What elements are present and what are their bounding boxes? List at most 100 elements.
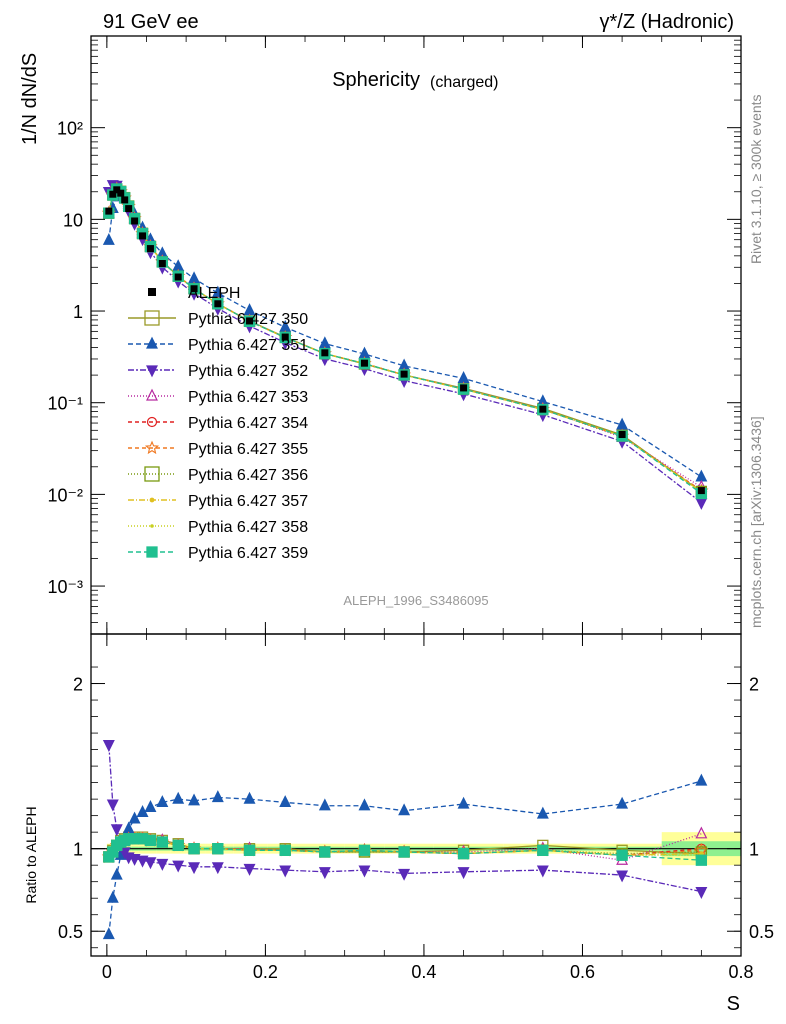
ratio-point: [537, 844, 549, 856]
ratio-point: [358, 844, 371, 856]
legend-marker: [146, 416, 158, 428]
ratio-tick-label-left: 0.5: [58, 922, 83, 942]
ratio-tick-label-right: 1: [749, 840, 759, 860]
ratio-line: [108, 780, 702, 935]
series-point: [102, 232, 115, 245]
x-tick-label: 0: [102, 962, 112, 982]
ratio-point: [457, 847, 470, 860]
ratio-point: [319, 846, 331, 858]
ratio-point: [536, 806, 549, 819]
ratio-point: [318, 798, 331, 811]
legend-label: Pythia 6.427 353: [188, 389, 308, 406]
aleph-point: [105, 207, 113, 215]
ratio-point: [536, 865, 549, 878]
legend-label: Pythia 6.427 355: [188, 441, 308, 458]
aleph-point: [131, 217, 139, 225]
ratio-point: [156, 795, 169, 808]
aleph-point: [117, 189, 125, 197]
ratio-point: [398, 846, 410, 858]
ratio-point: [106, 799, 119, 812]
ratio-frame: [90, 633, 742, 957]
ratio-point: [695, 886, 708, 899]
aleph-point: [190, 285, 198, 293]
ratio-point: [398, 868, 411, 881]
legend-marker: [146, 546, 158, 558]
ratio-point: [616, 870, 629, 883]
ratio-line: [108, 744, 702, 893]
ratio-point: [695, 773, 708, 786]
ratio-point: [128, 853, 141, 866]
ratio-point: [695, 826, 708, 839]
ratio-tick-label-right: 2: [749, 675, 759, 695]
ratio-point: [156, 858, 169, 871]
ratio-point: [243, 844, 256, 856]
y-tick-label: 10⁻³: [47, 577, 83, 597]
ratio-point: [102, 740, 115, 752]
series-point: [695, 469, 708, 482]
aleph-point: [158, 259, 166, 267]
y-axis-label: 1/N dN/dS: [19, 53, 41, 145]
header-left: 91 GeV ee: [103, 11, 199, 33]
ratio-point: [122, 821, 135, 834]
y-tick-label: 1: [73, 302, 83, 322]
ratio-tick-label-left: 2: [73, 675, 83, 695]
ratio-point: [358, 798, 371, 811]
analysis-tag: ALEPH_1996_S3486095: [343, 593, 488, 608]
ratio-series-pythia-6.427-352: [102, 740, 708, 899]
ratio-point: [188, 862, 201, 875]
ratio-point: [457, 796, 470, 809]
legend-label: Pythia 6.427 352: [188, 363, 308, 380]
ratio-point: [318, 867, 331, 880]
legend-marker: [144, 466, 160, 482]
ratio-y-axis-label: Ratio to ALEPH: [23, 806, 39, 903]
header-right: γ*/Z (Hadronic): [600, 11, 734, 33]
aleph-point: [121, 196, 129, 204]
ratio-point: [457, 867, 470, 880]
ratio-point: [211, 790, 224, 803]
ratio-tick-label-right: 0.5: [749, 922, 774, 942]
ratio-point: [102, 927, 115, 940]
legend-marker: [146, 388, 158, 401]
ratio-point: [110, 867, 123, 880]
ratio-point: [279, 844, 291, 856]
ratio-point: [398, 803, 411, 816]
ratio-point: [172, 791, 185, 804]
legend-aleph-label: ALEPH: [188, 285, 240, 302]
legend-label: Pythia 6.427 351: [188, 337, 308, 354]
ratio-point: [144, 800, 157, 812]
aleph-point: [618, 431, 626, 439]
chart-subtitle: (charged): [430, 74, 498, 91]
legend: ALEPH Pythia 6.427 350 Pythia 6.427 351 Pyt…: [128, 285, 308, 562]
ratio-point: [243, 863, 256, 876]
aleph-point: [246, 317, 254, 325]
aleph-point: [539, 405, 547, 413]
series-point: [457, 371, 470, 383]
aleph-point: [125, 205, 133, 213]
aleph-point: [400, 370, 408, 378]
ratio-point: [156, 836, 168, 848]
series-point: [188, 271, 201, 284]
y-tick-label: 10²: [57, 119, 83, 139]
side-label-rivet: Rivet 3.1.10, ≥ 300k events: [748, 94, 764, 264]
ratio-line: [108, 838, 702, 858]
legend-aleph-marker: [148, 288, 156, 296]
ratio-point: [211, 862, 224, 875]
aleph-point: [214, 300, 222, 308]
side-label-mcplots: mcplots.cern.ch [arXiv:1306.3436]: [748, 416, 764, 628]
legend-label: Pythia 6.427 359: [188, 545, 308, 562]
x-tick-label: 0.4: [411, 962, 436, 982]
aleph-point: [460, 384, 468, 392]
legend-marker: [150, 524, 154, 528]
legend-label: Pythia 6.427 354: [188, 415, 308, 432]
legend-label: Pythia 6.427 358: [188, 519, 308, 536]
y-tick-label: 10⁻²: [47, 485, 83, 505]
aleph-point: [109, 190, 117, 198]
ratio-point: [172, 860, 185, 873]
ratio-point: [616, 796, 629, 809]
ratio-point: [128, 811, 141, 824]
ratio-series-pythia-6.427-359: [103, 833, 708, 866]
y-tick-label: 10⁻¹: [47, 394, 83, 414]
x-tick-label: 0.6: [570, 962, 595, 982]
y-tick-label: 10: [63, 210, 83, 230]
